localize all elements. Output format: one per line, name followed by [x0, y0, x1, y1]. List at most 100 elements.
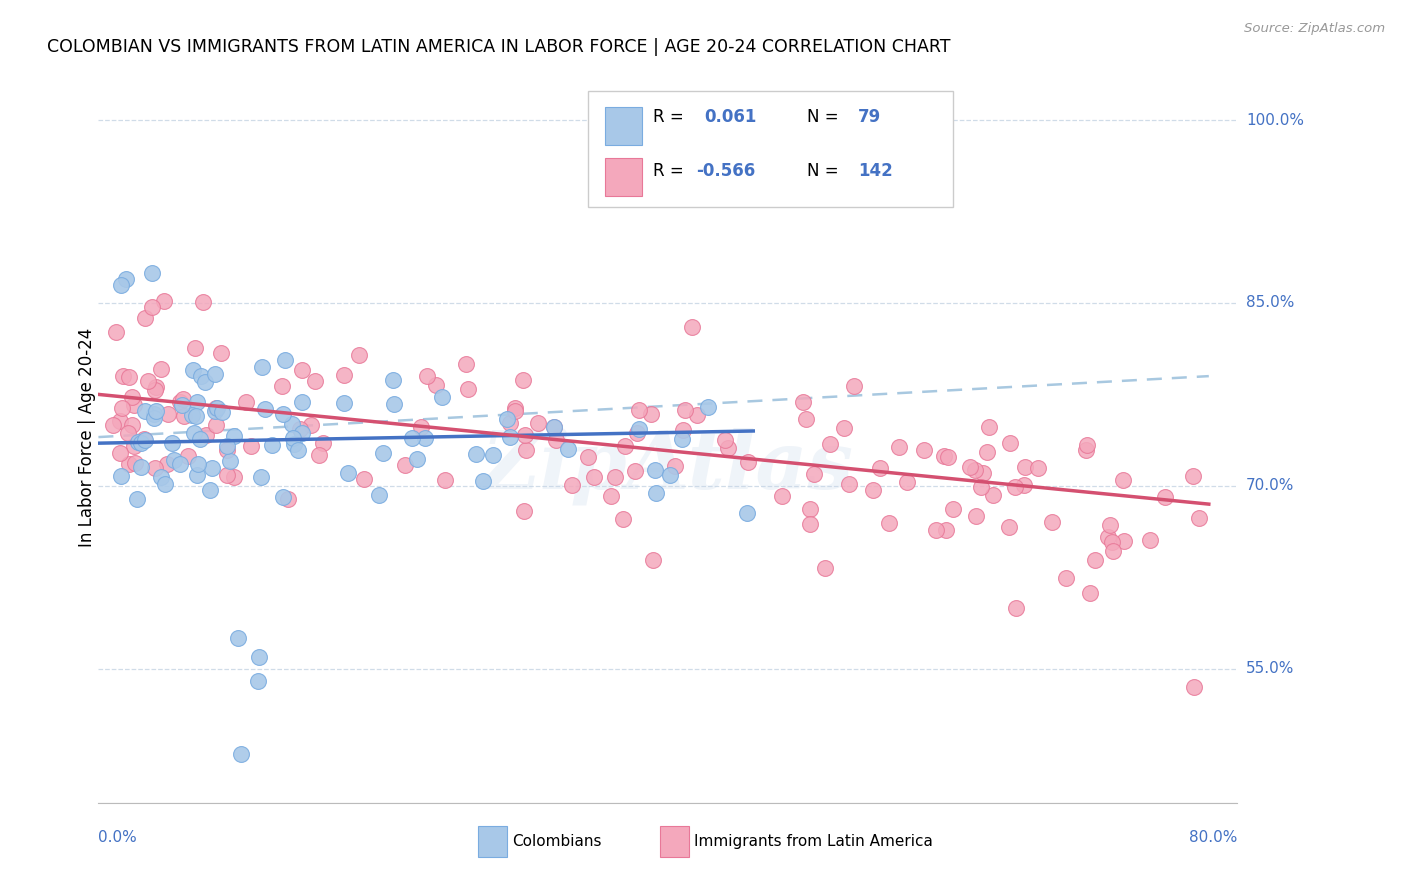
Point: [117, 458, 139, 472]
Point: [495, 412, 517, 426]
Point: [714, 433, 737, 447]
Point: [717, 441, 740, 455]
Point: [976, 445, 998, 459]
Point: [456, 357, 478, 371]
Point: [127, 434, 149, 449]
Point: [405, 451, 427, 466]
Point: [347, 348, 370, 362]
Point: [141, 301, 163, 315]
Point: [972, 466, 994, 480]
Point: [155, 458, 177, 472]
Point: [134, 404, 156, 418]
Point: [121, 418, 143, 433]
Point: [1076, 438, 1098, 452]
Point: [132, 433, 155, 447]
Point: [465, 447, 488, 461]
Point: [190, 433, 212, 447]
Point: [409, 420, 432, 434]
Point: [108, 446, 131, 460]
Point: [239, 439, 262, 453]
Point: [932, 449, 955, 463]
Point: [190, 369, 212, 384]
Point: [658, 468, 681, 483]
Text: 0.061: 0.061: [704, 109, 756, 127]
Point: [124, 456, 146, 470]
Point: [838, 476, 860, 491]
Point: [869, 460, 891, 475]
Point: [281, 417, 304, 431]
Point: [600, 489, 623, 503]
Point: [603, 470, 626, 484]
Text: ZipAtlas: ZipAtlas: [482, 427, 853, 505]
Point: [115, 271, 138, 285]
Point: [512, 373, 534, 387]
Point: [169, 458, 191, 472]
Point: [368, 488, 391, 502]
Text: 0.0%: 0.0%: [98, 830, 138, 845]
Point: [735, 507, 758, 521]
FancyBboxPatch shape: [588, 91, 953, 207]
Point: [1112, 533, 1135, 548]
Point: [211, 405, 233, 419]
Point: [247, 649, 270, 664]
Point: [1188, 511, 1211, 525]
Point: [104, 325, 127, 339]
Point: [224, 429, 246, 443]
Text: 80.0%: 80.0%: [1189, 830, 1237, 845]
Point: [912, 442, 935, 457]
Y-axis label: In Labor Force | Age 20-24: In Labor Force | Age 20-24: [79, 327, 96, 547]
Point: [153, 477, 176, 491]
Point: [291, 363, 314, 377]
Point: [134, 434, 156, 448]
Point: [235, 394, 257, 409]
Point: [118, 370, 141, 384]
Point: [582, 470, 605, 484]
Point: [644, 463, 666, 477]
Point: [645, 486, 668, 500]
Point: [301, 417, 323, 432]
Point: [664, 459, 686, 474]
Point: [696, 401, 718, 415]
Point: [643, 552, 665, 566]
Point: [1181, 468, 1204, 483]
Text: R =: R =: [652, 109, 683, 127]
Point: [626, 426, 648, 441]
Point: [271, 490, 294, 504]
Text: 100.0%: 100.0%: [1246, 112, 1303, 128]
Point: [832, 421, 855, 435]
Point: [157, 407, 180, 421]
Point: [1014, 477, 1036, 491]
Point: [576, 450, 599, 464]
FancyBboxPatch shape: [659, 826, 689, 857]
Point: [543, 419, 565, 434]
Point: [129, 435, 152, 450]
Point: [1084, 553, 1107, 567]
Point: [430, 390, 453, 404]
Point: [219, 454, 242, 468]
Point: [1139, 533, 1161, 547]
Point: [499, 417, 522, 431]
Point: [122, 439, 145, 453]
Point: [818, 437, 841, 451]
Point: [169, 395, 191, 409]
Point: [1028, 461, 1050, 475]
Point: [333, 368, 356, 382]
Point: [737, 455, 759, 469]
Point: [503, 401, 526, 416]
Point: [204, 404, 226, 418]
Point: [250, 359, 273, 374]
Point: [401, 431, 423, 445]
Point: [513, 504, 536, 518]
Point: [942, 502, 965, 516]
Point: [382, 397, 405, 411]
Point: [557, 442, 579, 457]
Point: [1097, 530, 1119, 544]
FancyBboxPatch shape: [478, 826, 508, 857]
Point: [101, 418, 124, 433]
Point: [935, 523, 957, 537]
Point: [963, 463, 986, 477]
Point: [671, 433, 693, 447]
Point: [561, 478, 583, 492]
Point: [803, 467, 825, 481]
Point: [281, 432, 304, 446]
